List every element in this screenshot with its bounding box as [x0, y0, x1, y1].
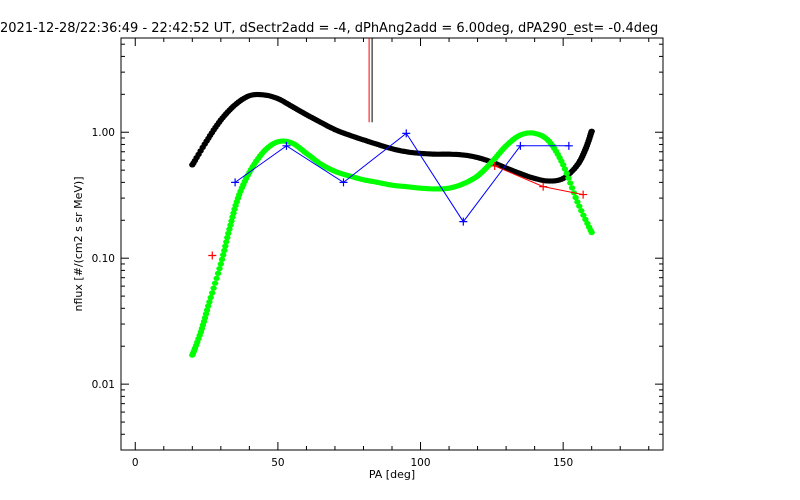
curve-dot	[224, 234, 231, 241]
curve-dot	[202, 311, 210, 317]
curve-dot	[572, 194, 579, 201]
curve-dot	[220, 252, 227, 258]
plus-marker	[516, 141, 525, 150]
plus-marker	[459, 217, 468, 226]
curve-dot	[213, 275, 220, 281]
curve-dot	[210, 285, 217, 291]
marker-line-layer	[368, 38, 373, 123]
curve-dot	[580, 212, 587, 218]
plus-marker	[490, 161, 499, 170]
y-axis-label: nflux [#/(cm2 s sr MeV)]	[72, 177, 85, 312]
curve-dot	[211, 280, 219, 286]
curve-dot	[216, 266, 223, 272]
curve-dot	[228, 218, 235, 224]
curve-dot	[221, 247, 228, 254]
curve-dot	[227, 222, 234, 228]
curve-dot	[207, 294, 214, 301]
curve-dot	[568, 185, 576, 191]
curve-dot	[206, 299, 213, 305]
series-layer	[189, 91, 595, 358]
x-tick-label: 0	[132, 457, 139, 469]
curve-dot	[576, 203, 583, 209]
plus-marker	[539, 182, 548, 191]
plus-marker	[282, 141, 291, 150]
plus-marker	[402, 129, 411, 138]
curve-dot	[565, 175, 572, 181]
plus-marker	[339, 178, 348, 187]
plus-marker	[208, 251, 217, 260]
curve-dot	[588, 128, 595, 134]
curve-dot	[209, 290, 216, 296]
curve-dot	[226, 226, 233, 232]
curve-dot	[567, 180, 574, 186]
curve-dot	[561, 166, 569, 172]
curve-dot	[578, 208, 585, 214]
plot-frame	[120, 37, 664, 451]
y-tick-label: 0.10	[92, 253, 115, 265]
curve-dot	[229, 214, 236, 220]
line-plus-series	[208, 161, 588, 260]
curve-dot	[218, 256, 226, 262]
plus-marker	[579, 190, 588, 199]
curve-dot	[214, 270, 222, 276]
curve-dot	[203, 307, 211, 313]
line-plus-series	[231, 129, 573, 226]
curve-dot	[225, 230, 232, 236]
plus-marker	[564, 141, 573, 150]
x-tick-label: 150	[553, 457, 573, 469]
x-axis-label: PA [deg]	[369, 468, 415, 481]
series-line	[234, 132, 569, 223]
curve-dot	[222, 243, 229, 249]
axes: 0 50 100 150 0.01 0.10 1.00	[92, 38, 663, 469]
curve-dot	[223, 239, 230, 245]
curve-dot	[205, 303, 212, 309]
curve-dot	[582, 216, 589, 223]
x-tick-label: 50	[271, 457, 284, 469]
dot-curve-series	[189, 130, 595, 358]
curve-dot	[563, 170, 570, 176]
y-tick-label: 1.00	[92, 127, 115, 139]
curve-dot	[588, 229, 595, 236]
curve-dot	[217, 261, 224, 267]
y-tick-label: 0.01	[92, 379, 115, 391]
curve-dot	[574, 199, 581, 205]
curve-dot	[230, 210, 237, 216]
chart-title: 2021-12-28/22:36:49 - 22:42:52 UT, dSect…	[0, 21, 659, 36]
curve-dot	[560, 162, 567, 168]
plus-marker	[231, 178, 240, 187]
x-tick-label: 100	[411, 457, 431, 469]
dot-curve-series	[189, 91, 595, 184]
